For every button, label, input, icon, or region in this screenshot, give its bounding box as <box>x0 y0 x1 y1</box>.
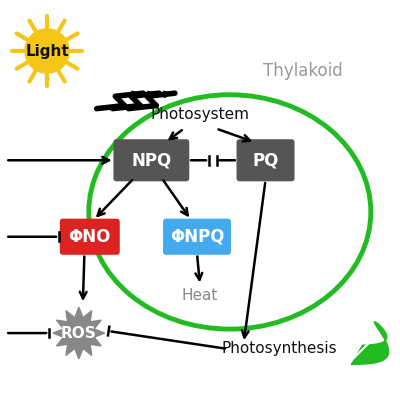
FancyBboxPatch shape <box>60 219 120 255</box>
Text: ROS: ROS <box>61 326 97 340</box>
Circle shape <box>25 29 69 73</box>
Text: NPQ: NPQ <box>131 151 172 169</box>
Text: Thylakoid: Thylakoid <box>264 62 343 80</box>
FancyBboxPatch shape <box>114 139 189 181</box>
Polygon shape <box>351 322 389 364</box>
Polygon shape <box>53 307 105 359</box>
Text: ΦNPQ: ΦNPQ <box>170 228 224 246</box>
Text: ΦNO: ΦNO <box>68 228 111 246</box>
Text: PQ: PQ <box>252 151 279 169</box>
Text: Photosynthesis: Photosynthesis <box>222 342 337 356</box>
Text: Photosystem: Photosystem <box>150 107 250 122</box>
Text: Heat: Heat <box>182 288 218 303</box>
Text: Light: Light <box>25 44 69 58</box>
FancyBboxPatch shape <box>163 219 231 255</box>
FancyBboxPatch shape <box>236 139 294 181</box>
